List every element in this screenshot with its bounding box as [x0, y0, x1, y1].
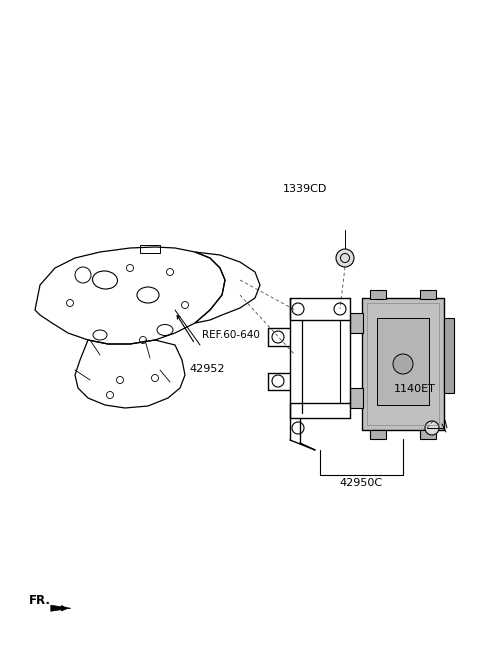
Bar [444, 318, 454, 393]
Polygon shape [51, 605, 71, 611]
Bar [350, 388, 363, 408]
Text: 1140ET: 1140ET [394, 384, 435, 394]
Circle shape [425, 421, 439, 435]
Text: FR.: FR. [29, 594, 51, 607]
Bar [350, 313, 363, 333]
Bar [140, 245, 160, 253]
Text: 42952: 42952 [190, 364, 225, 374]
Text: 42950C: 42950C [339, 478, 383, 488]
Bar [370, 290, 386, 299]
Text: REF.60-640: REF.60-640 [202, 330, 260, 340]
Text: 1339CD: 1339CD [283, 184, 327, 194]
Bar [420, 430, 436, 439]
Circle shape [393, 354, 413, 374]
Circle shape [336, 249, 354, 267]
Bar [377, 318, 429, 405]
Bar [370, 430, 386, 439]
Bar [420, 290, 436, 299]
Bar [362, 298, 444, 430]
